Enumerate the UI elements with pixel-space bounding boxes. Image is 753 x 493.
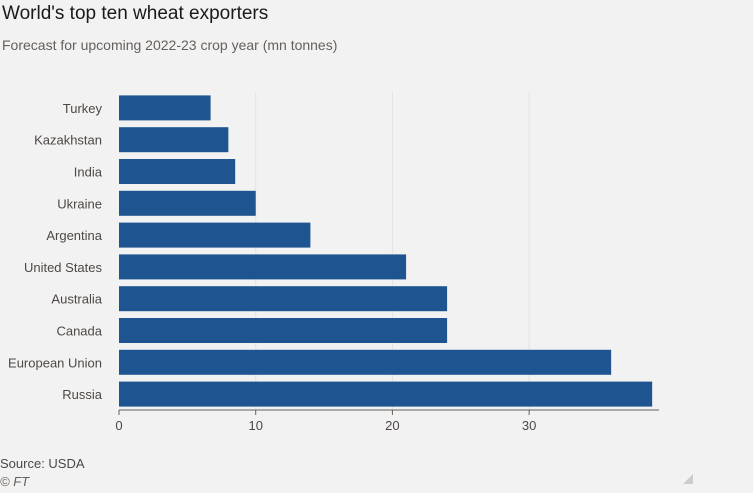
x-tick-label: 10: [248, 418, 262, 433]
category-label: India: [74, 165, 103, 180]
category-label: Turkey: [63, 101, 103, 116]
bar: [119, 254, 407, 280]
copyright-credit: © FT: [0, 474, 30, 489]
x-tick-label: 30: [522, 418, 536, 433]
category-label: Ukraine: [57, 196, 102, 211]
category-label: Kazakhstan: [34, 133, 102, 148]
bar: [119, 381, 653, 407]
bar: [119, 127, 229, 153]
category-label: Argentina: [46, 228, 102, 243]
category-label: Canada: [56, 324, 102, 339]
chart-title: World's top ten wheat exporters: [2, 3, 269, 24]
category-label: United States: [24, 260, 103, 275]
category-label: European Union: [8, 355, 102, 370]
x-tick-label: 0: [115, 418, 122, 433]
category-label: Australia: [51, 292, 102, 307]
bar: [119, 222, 311, 248]
bar: [119, 318, 448, 343]
resize-grip-icon[interactable]: [683, 474, 693, 484]
bar: [119, 95, 211, 121]
source-note: Source: USDA: [0, 456, 85, 471]
bar: [119, 159, 236, 184]
bar: [119, 286, 448, 312]
x-tick-label: 20: [385, 418, 399, 433]
bar: [119, 190, 256, 216]
chart-subtitle: Forecast for upcoming 2022-23 crop year …: [2, 37, 338, 53]
bar: [119, 349, 612, 375]
category-label: Russia: [62, 387, 103, 402]
